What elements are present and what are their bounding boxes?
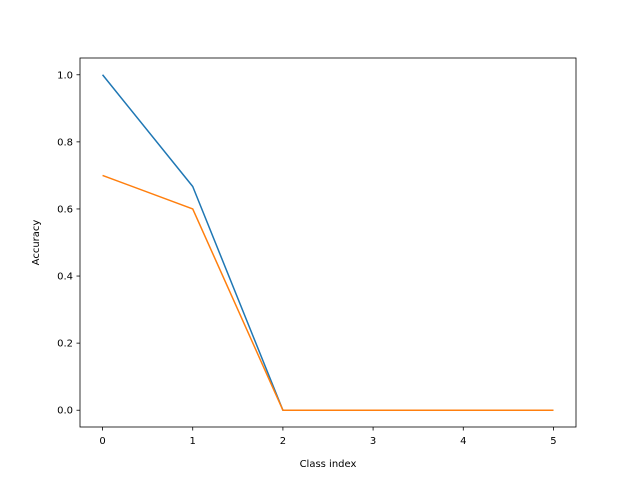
x-tick-label: 0 [99, 436, 105, 447]
series-layer [101, 74, 554, 411]
x-axis-label: Class index [300, 459, 357, 470]
axes-frame [79, 57, 577, 428]
y-tick-label: 0.8 [57, 137, 73, 148]
y-tick-label: 0.2 [57, 339, 73, 350]
y-tick-label: 0.4 [57, 272, 73, 283]
x-tick-label: 4 [460, 436, 466, 447]
y-tick-label: 0.0 [57, 406, 73, 417]
x-tick-label: 2 [280, 436, 286, 447]
series-line-2 [102, 174, 554, 411]
x-tick-label: 1 [190, 436, 196, 447]
y-axis-label: Accuracy [31, 220, 42, 266]
y-tick-label: 0.6 [57, 204, 73, 215]
x-tick-label: 3 [370, 436, 376, 447]
x-axis-ticks: 0 1 2 3 4 5 [99, 427, 557, 447]
y-axis-ticks: 0.0 0.2 0.4 0.6 0.8 1.0 [57, 70, 80, 417]
y-tick-label: 1.0 [57, 70, 73, 81]
x-tick-label: 5 [550, 436, 556, 447]
